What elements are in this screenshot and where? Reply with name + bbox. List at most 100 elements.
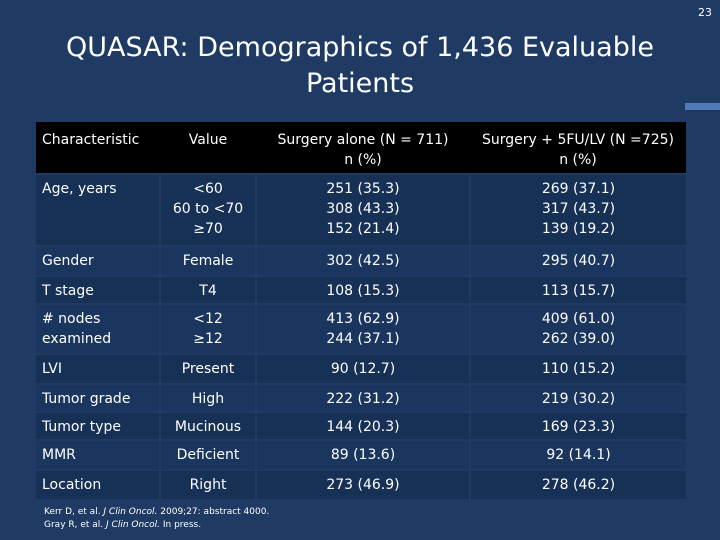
surgery-5fu-lv-cell: 110 (15.2)	[470, 354, 686, 385]
value-cell: <12 ≥12	[160, 304, 257, 355]
surgery-alone-line: 222 (31.2)	[326, 391, 400, 407]
slide-title-line-1: QUASAR: Demographics of 1,436 Evaluable	[66, 32, 654, 63]
surgery-5fu-lv-cell: 295 (40.7)	[470, 246, 686, 277]
value-cell: Present	[160, 354, 257, 385]
surgery-alone-cell: 273 (46.9)	[256, 470, 471, 501]
value-cell: T4	[160, 276, 257, 305]
footnote-kerr-citation: 2009;27: abstract 4000.	[157, 507, 270, 517]
header-surgery-alone-line-2: n (%)	[344, 152, 382, 168]
value-line: ≥70	[193, 221, 223, 237]
characteristic-cell: Age, years	[36, 174, 161, 247]
characteristic-cell: Location	[36, 470, 161, 501]
value-line: ≥12	[193, 331, 223, 347]
surgery-alone-cell: 90 (12.7)	[256, 354, 471, 385]
surgery-5fu-lv-line: 169 (23.3)	[541, 419, 616, 435]
table-row: Age, years <60 60 to <70 ≥70 251 (35.3) 308 (…	[36, 174, 686, 247]
table-row: MMR Deficient 89 (13.6) 92 (14.1)	[36, 440, 686, 471]
table-row: # nodes examined <12 ≥12 413 (62.9) 244 (37.1…	[36, 304, 686, 355]
value-line: Present	[181, 361, 235, 377]
value-line: <60	[193, 181, 223, 197]
value-cell: Right	[160, 470, 257, 501]
footnote: Kerr D, et al. J Clin Oncol. 2009;27: ab…	[44, 506, 269, 532]
surgery-5fu-lv-line: 409 (61.0)	[541, 311, 616, 327]
characteristic-line: Location	[42, 477, 102, 493]
surgery-alone-line: 144 (20.3)	[326, 419, 400, 435]
table-row: Location Right 273 (46.9) 278 (46.2)	[36, 470, 686, 501]
surgery-5fu-lv-cell: 219 (30.2)	[470, 384, 686, 413]
surgery-alone-line: 108 (15.3)	[326, 283, 400, 299]
table-row: T stage T4 108 (15.3) 113 (15.7)	[36, 276, 686, 305]
surgery-alone-cell: 89 (13.6)	[256, 440, 471, 471]
surgery-alone-cell: 413 (62.9) 244 (37.1)	[256, 304, 471, 355]
demographics-table-container: Characteristic Value Surgery alone (N = …	[36, 122, 686, 501]
table-row: Tumor grade High 222 (31.2) 219 (30.2)	[36, 384, 686, 413]
characteristic-line: Age, years	[42, 181, 117, 197]
accent-bar	[685, 103, 720, 110]
surgery-5fu-lv-line: 219 (30.2)	[541, 391, 616, 407]
slide-title: QUASAR: Demographics of 1,436 Evaluable …	[40, 30, 680, 102]
table-row: Tumor type Mucinous 144 (20.3) 169 (23.3)	[36, 412, 686, 441]
surgery-alone-line: 302 (42.5)	[326, 253, 400, 269]
value-line: T4	[199, 283, 217, 299]
value-line: Deficient	[176, 447, 240, 463]
characteristic-line: T stage	[42, 283, 94, 299]
surgery-5fu-lv-line: 295 (40.7)	[541, 253, 616, 269]
value-cell: Deficient	[160, 440, 257, 471]
surgery-5fu-lv-cell: 278 (46.2)	[470, 470, 686, 501]
footnote-gray-journal: J Clin Oncol.	[106, 520, 160, 530]
surgery-alone-line: 273 (46.9)	[326, 477, 400, 493]
characteristic-line: Gender	[42, 253, 94, 269]
surgery-5fu-lv-cell: 113 (15.7)	[470, 276, 686, 305]
surgery-5fu-lv-line: 92 (14.1)	[546, 447, 611, 463]
surgery-5fu-lv-cell: 269 (37.1) 317 (43.7) 139 (19.2)	[470, 174, 686, 247]
surgery-alone-line: 244 (37.1)	[326, 331, 400, 347]
surgery-alone-line: 251 (35.3)	[326, 181, 400, 197]
header-characteristic: Characteristic	[36, 122, 160, 175]
characteristic-cell: LVI	[36, 354, 161, 385]
characteristic-line: examined	[42, 331, 112, 347]
footnote-gray-citation: In press.	[160, 520, 202, 530]
value-cell: Mucinous	[160, 412, 257, 441]
characteristic-cell: Gender	[36, 246, 161, 277]
header-surgery-alone: Surgery alone (N = 711) n (%)	[256, 122, 470, 175]
surgery-alone-cell: 108 (15.3)	[256, 276, 471, 305]
surgery-5fu-lv-cell: 409 (61.0) 262 (39.0)	[470, 304, 686, 355]
surgery-5fu-lv-cell: 92 (14.1)	[470, 440, 686, 471]
characteristic-cell: MMR	[36, 440, 161, 471]
value-line: <12	[193, 311, 223, 327]
surgery-alone-line: 308 (43.3)	[326, 201, 400, 217]
characteristic-cell: Tumor grade	[36, 384, 161, 413]
header-surgery-5fu-lv: Surgery + 5FU/LV (N =725) n (%)	[470, 122, 686, 175]
slide-number: 23	[698, 6, 712, 19]
surgery-5fu-lv-line: 139 (19.2)	[541, 221, 616, 237]
value-line: Female	[182, 253, 234, 269]
table-body: Age, years <60 60 to <70 ≥70 251 (35.3) 308 (…	[36, 174, 686, 501]
table-row: Gender Female 302 (42.5) 295 (40.7)	[36, 246, 686, 277]
value-line: High	[191, 391, 225, 407]
footnote-kerr-authors: Kerr D, et al.	[44, 507, 104, 517]
footnote-gray-authors: Gray R, et al.	[44, 520, 107, 530]
header-surgery-5fu-lv-line-2: n (%)	[559, 152, 597, 168]
value-line: 60 to <70	[172, 201, 244, 217]
surgery-5fu-lv-line: 262 (39.0)	[541, 331, 616, 347]
surgery-5fu-lv-line: 269 (37.1)	[541, 181, 616, 197]
surgery-alone-cell: 251 (35.3) 308 (43.3) 152 (21.4)	[256, 174, 471, 247]
footnote-kerr: Kerr D, et al. J Clin Oncol. 2009;27: ab…	[44, 506, 269, 519]
value-line: Right	[189, 477, 227, 493]
surgery-5fu-lv-line: 113 (15.7)	[541, 283, 616, 299]
characteristic-cell: T stage	[36, 276, 161, 305]
header-surgery-alone-line-1: Surgery alone (N = 711)	[277, 132, 449, 148]
surgery-alone-cell: 222 (31.2)	[256, 384, 471, 413]
value-cell: <60 60 to <70 ≥70	[160, 174, 257, 247]
slide-title-line-2: Patients	[305, 68, 415, 99]
characteristic-line: Tumor type	[42, 419, 121, 435]
value-cell: Female	[160, 246, 257, 277]
characteristic-line: # nodes	[42, 311, 101, 327]
surgery-5fu-lv-line: 317 (43.7)	[541, 201, 616, 217]
surgery-alone-line: 90 (12.7)	[330, 361, 396, 377]
demographics-table: Characteristic Value Surgery alone (N = …	[36, 122, 686, 501]
surgery-alone-line: 152 (21.4)	[326, 221, 400, 237]
header-value: Value	[160, 122, 256, 175]
surgery-5fu-lv-line: 110 (15.2)	[541, 361, 616, 377]
characteristic-cell: # nodes examined	[36, 304, 161, 355]
